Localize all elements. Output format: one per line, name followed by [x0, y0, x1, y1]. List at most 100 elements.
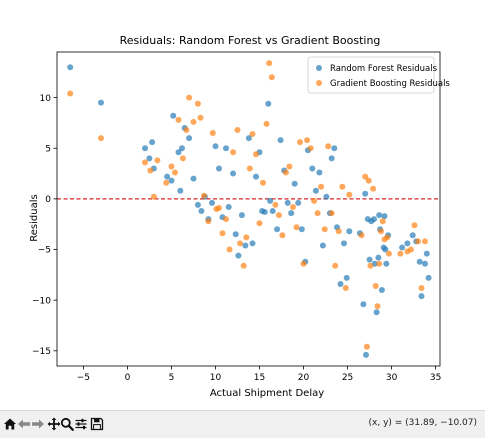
gradient-boosting-point — [256, 220, 263, 227]
gradient-boosting-point — [335, 228, 342, 235]
gradient-boosting-point — [246, 165, 253, 172]
random-forest-point — [295, 199, 302, 206]
gradient-boosting-point — [201, 192, 207, 199]
random-forest-point — [422, 260, 428, 267]
gradient-boosting-point — [268, 74, 275, 81]
gradient-boosting-point — [223, 216, 229, 223]
y-tick-label: −15 — [32, 347, 51, 357]
gradient-boosting-point — [365, 177, 372, 184]
configure-subplots-icon[interactable] — [73, 415, 89, 433]
gradient-boosting-point — [209, 130, 216, 136]
random-forest-point — [277, 137, 284, 144]
random-forest-point — [376, 212, 383, 219]
random-forest-point — [288, 210, 295, 217]
gradient-boosting-point — [372, 283, 379, 289]
legend-marker — [316, 80, 322, 86]
random-forest-point — [360, 301, 367, 308]
gradient-boosting-point — [243, 234, 250, 241]
gradient-boosting-point — [142, 159, 148, 166]
random-forest-point — [375, 254, 382, 261]
random-forest-point — [337, 281, 344, 287]
random-forest-point — [316, 169, 323, 176]
plot-area[interactable]: −5 0 5 10 15 20 25 30 35 −15 −10 −5 0 5 10 Random Fores… — [32, 51, 450, 383]
gradient-boosting-point — [183, 127, 190, 133]
gradient-boosting-point — [384, 234, 391, 241]
gradient-boosting-point — [332, 262, 339, 269]
gradient-boosting-point — [186, 94, 193, 101]
x-tick-label: 0 — [125, 373, 131, 383]
gradient-boosting-point — [172, 169, 178, 176]
random-forest-point — [190, 175, 197, 182]
gradient-boosting-point — [339, 183, 346, 190]
gradient-boosting-point — [197, 114, 204, 121]
random-forest-point — [373, 309, 380, 316]
random-forest-point — [343, 274, 350, 281]
gradient-boosting-point — [418, 285, 425, 291]
x-tick-label: −5 — [77, 373, 90, 383]
x-axis-label: Actual Shipment Delay — [210, 388, 324, 399]
x-tick-label: 15 — [254, 373, 265, 383]
gradient-boosting-point — [282, 169, 289, 176]
gradient-boosting-point — [216, 205, 222, 211]
gradient-boosting-point — [67, 90, 74, 97]
x-tick-label: 20 — [298, 373, 310, 383]
gradient-boosting-point — [279, 232, 286, 239]
gradient-boosting-point — [307, 145, 314, 152]
random-forest-point — [261, 209, 268, 215]
x-tick-label: 10 — [210, 373, 222, 383]
gradient-boosting-point — [379, 218, 386, 225]
back-icon[interactable] — [16, 415, 32, 433]
gradient-boosting-point — [286, 163, 293, 170]
gradient-boosting-point — [297, 139, 303, 146]
y-tick-label: 10 — [40, 94, 52, 104]
gradient-boosting-point — [411, 222, 418, 229]
gradient-boosting-point — [168, 163, 175, 170]
gradient-boosting-point — [205, 218, 212, 225]
pan-icon[interactable] — [46, 415, 62, 433]
gradient-boosting-point — [407, 246, 414, 253]
gradient-boosting-point — [175, 116, 182, 123]
gradient-boosting-point — [346, 191, 353, 198]
save-icon[interactable] — [89, 415, 105, 433]
gradient-boosting-point — [358, 232, 365, 239]
forward-icon[interactable] — [30, 415, 46, 433]
gradient-boosting-point — [163, 179, 170, 186]
random-forest-point — [418, 293, 425, 300]
gradient-boosting-point — [194, 100, 201, 107]
gradient-boosting-point — [253, 151, 259, 158]
random-forest-point — [312, 187, 319, 194]
gradient-boosting-point — [260, 179, 266, 186]
gradient-boosting-point — [385, 250, 392, 257]
random-forest-point — [309, 165, 316, 172]
zoom-icon[interactable] — [59, 415, 75, 433]
gradient-boosting-point — [249, 131, 256, 137]
home-icon[interactable] — [2, 415, 18, 433]
random-forest-point — [249, 240, 256, 247]
random-forest-point — [98, 99, 104, 106]
random-forest-point — [198, 208, 205, 214]
gradient-boosting-point — [397, 250, 404, 257]
gradient-boosting-point — [226, 246, 233, 253]
x-tick-label: 25 — [342, 373, 353, 383]
random-forest-point — [416, 258, 423, 265]
random-forest-point — [186, 135, 193, 142]
random-forest-point — [267, 197, 274, 204]
random-forest-point — [291, 180, 298, 187]
gradient-boosting-point — [367, 262, 374, 269]
random-forest-point — [238, 212, 245, 219]
random-forest-point — [168, 177, 175, 184]
gradient-boosting-point — [150, 193, 157, 200]
gradient-boosting-point — [328, 210, 335, 217]
random-forest-point — [328, 155, 335, 162]
random-forest-point — [209, 199, 215, 206]
random-forest-point — [223, 145, 229, 152]
gradient-boosting-point — [370, 185, 377, 192]
gradient-boosting-point — [230, 149, 237, 156]
random-forest-point — [235, 252, 242, 259]
gradient-boosting-point — [314, 210, 321, 217]
random-forest-point — [363, 351, 369, 358]
gradient-boosting-point — [300, 260, 307, 267]
gradient-boosting-point — [376, 260, 383, 267]
random-forest-point — [378, 287, 385, 293]
random-forest-point — [253, 173, 259, 180]
